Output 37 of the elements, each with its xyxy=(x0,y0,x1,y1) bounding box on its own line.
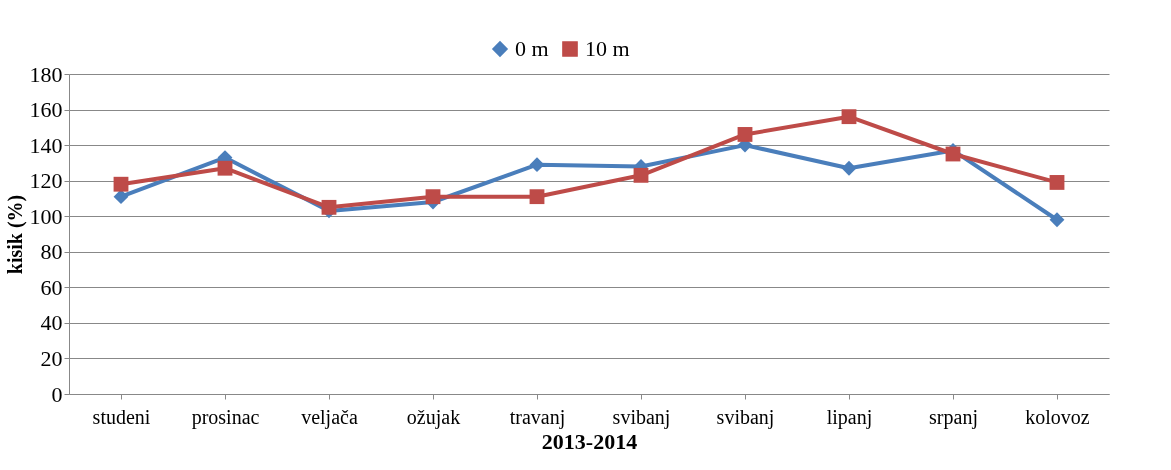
x-tick-label: srpanj xyxy=(929,405,978,429)
point xyxy=(841,160,857,176)
point xyxy=(1049,175,1065,190)
x-tick-label: ožujak xyxy=(406,405,461,429)
y-axis-title: kisik (%) xyxy=(3,194,27,275)
point xyxy=(425,189,441,205)
x-tick-label: svibanj xyxy=(612,405,671,429)
y-tick-label: 0 xyxy=(51,381,63,407)
x-tick-label: travanj xyxy=(509,405,566,429)
x-axis-title: 2013-2014 xyxy=(541,428,638,454)
point xyxy=(529,189,545,205)
point xyxy=(737,127,753,142)
y-tick-label: 40 xyxy=(40,310,63,336)
y-tick-label: 80 xyxy=(40,239,63,265)
y-tick-label: 140 xyxy=(29,132,63,158)
point xyxy=(217,160,233,176)
y-tick-label: 120 xyxy=(29,168,63,194)
y-tick-label: 100 xyxy=(29,203,63,229)
point xyxy=(113,176,129,192)
x-tick-label: studeni xyxy=(92,405,151,428)
point xyxy=(841,109,857,125)
y-tick-label: 180 xyxy=(29,61,63,87)
point xyxy=(321,199,337,215)
y-tick-label: 20 xyxy=(40,345,63,371)
x-tick-label: lipanj xyxy=(826,405,873,429)
x-tick-label: veljača xyxy=(301,405,358,429)
point xyxy=(1049,212,1065,228)
point xyxy=(113,189,129,205)
legend-label: 0 m xyxy=(515,36,549,61)
point xyxy=(633,167,649,183)
x-tick-label: prosinac xyxy=(191,405,260,429)
x-tick-label: kolovoz xyxy=(1025,405,1090,428)
legend-label: 10 m xyxy=(585,36,630,61)
x-tick-label: svibanj xyxy=(716,405,775,429)
point xyxy=(529,157,545,173)
y-tick-label: 160 xyxy=(29,97,63,123)
y-tick-label: 60 xyxy=(40,274,63,300)
